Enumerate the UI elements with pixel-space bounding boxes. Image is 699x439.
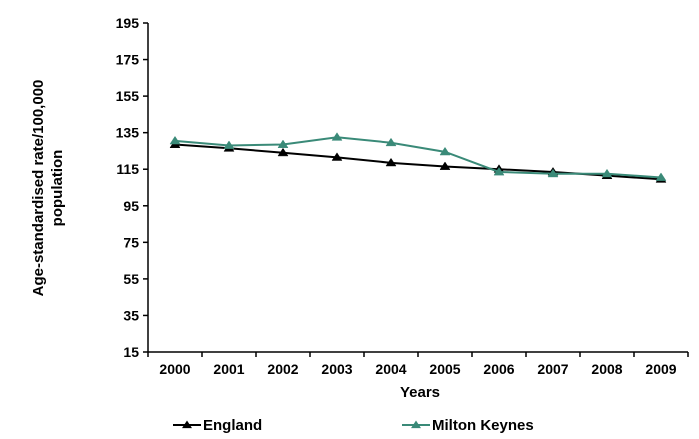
y-tick-label: 55 — [123, 271, 139, 287]
x-tick-label: 2009 — [645, 361, 676, 377]
data-point — [385, 137, 397, 147]
x-tick-label: 2003 — [321, 361, 352, 377]
x-axis-title: Years — [400, 384, 440, 401]
y-tick-label: 75 — [123, 234, 139, 250]
data-point — [547, 168, 559, 178]
data-point — [601, 168, 613, 178]
y-tick-label: 175 — [116, 52, 140, 68]
y-tick-label: 95 — [123, 198, 139, 214]
legend-item: Milton Keynes — [402, 417, 534, 434]
data-point — [439, 146, 451, 156]
data-point — [223, 140, 235, 149]
x-tick-label: 2005 — [429, 361, 460, 377]
y-tick-label: 115 — [116, 161, 139, 177]
legend-item: England — [173, 417, 262, 434]
series-milton-keynes — [169, 132, 667, 181]
x-tick-label: 2000 — [159, 361, 190, 377]
legend: England Milton Keynes — [173, 417, 534, 434]
data-point — [493, 167, 505, 176]
data-point — [655, 172, 667, 181]
y-tick-label: 35 — [123, 307, 139, 323]
x-tick-label: 2001 — [213, 361, 244, 377]
y-axis-title-line: population — [49, 150, 66, 227]
y-axis: 195 175 155 135 115 95 75 55 35 15 — [116, 15, 149, 360]
data-point — [169, 135, 181, 145]
y-tick-label: 135 — [116, 125, 140, 141]
y-axis-title: Age-standardised rate/100,000 population — [30, 80, 66, 297]
legend-marker — [182, 420, 192, 429]
legend-label: England — [203, 417, 262, 434]
data-point — [331, 132, 343, 141]
y-axis-title-line: Age-standardised rate/100,000 — [30, 80, 47, 297]
series-line — [174, 136, 662, 179]
x-tick-label: 2007 — [537, 361, 568, 377]
y-tick-label: 15 — [123, 344, 139, 360]
x-axis: 2000 2001 2002 2003 2004 2005 2006 2007 2008 2009 — [147, 351, 689, 377]
data-point — [277, 147, 289, 157]
legend-marker — [411, 420, 421, 429]
x-tick-label: 2002 — [267, 361, 298, 377]
data-point — [385, 157, 397, 167]
x-tick-label: 2006 — [483, 361, 514, 377]
x-tick-label: 2008 — [591, 361, 622, 377]
y-tick-label: 195 — [116, 15, 140, 31]
series-layer — [169, 132, 667, 183]
legend-label: Milton Keynes — [432, 417, 534, 434]
y-tick-label: 155 — [116, 88, 140, 104]
data-point — [277, 139, 289, 148]
x-tick-label: 2004 — [375, 361, 406, 377]
data-point — [439, 161, 451, 170]
data-point — [331, 152, 343, 161]
